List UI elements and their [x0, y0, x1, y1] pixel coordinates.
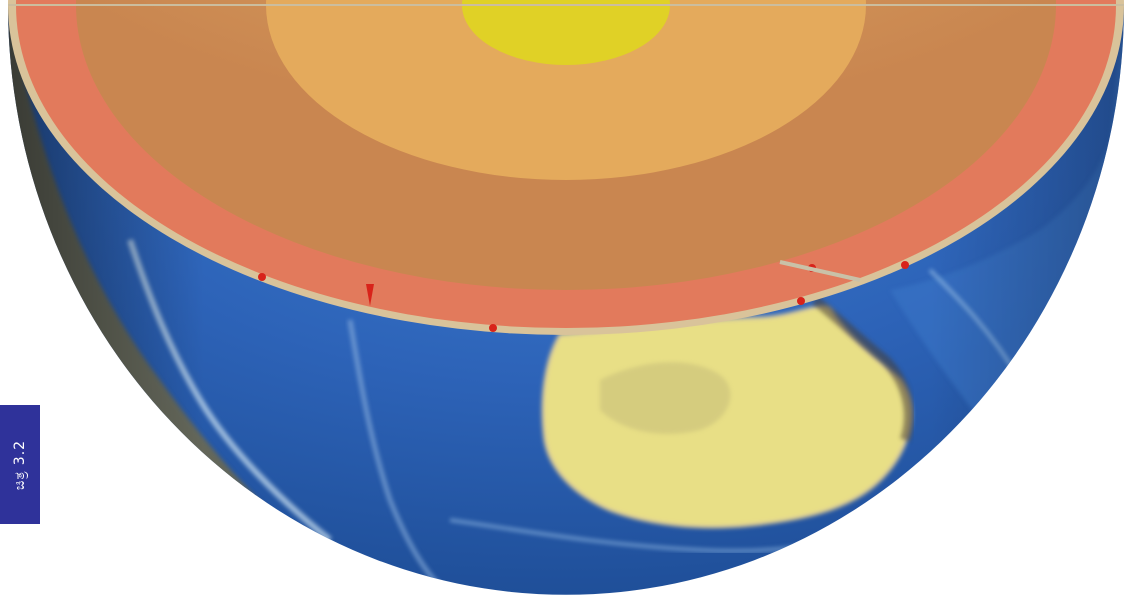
marker-1: [258, 273, 266, 281]
marker-3: [797, 297, 805, 305]
subduction-slab: [779, 260, 861, 282]
figure-label-text: ಚಿತ್ರ 3.2: [12, 439, 29, 490]
marker-5: [901, 261, 909, 269]
marker-2: [489, 324, 497, 332]
plate-boundary-markers: [258, 261, 909, 332]
outer-core-layer: [266, 0, 866, 180]
inner-core-layer: [462, 0, 670, 65]
figure-label-tab: ಚಿತ್ರ 3.2: [0, 405, 40, 524]
marker-arrow-1: [366, 284, 374, 306]
